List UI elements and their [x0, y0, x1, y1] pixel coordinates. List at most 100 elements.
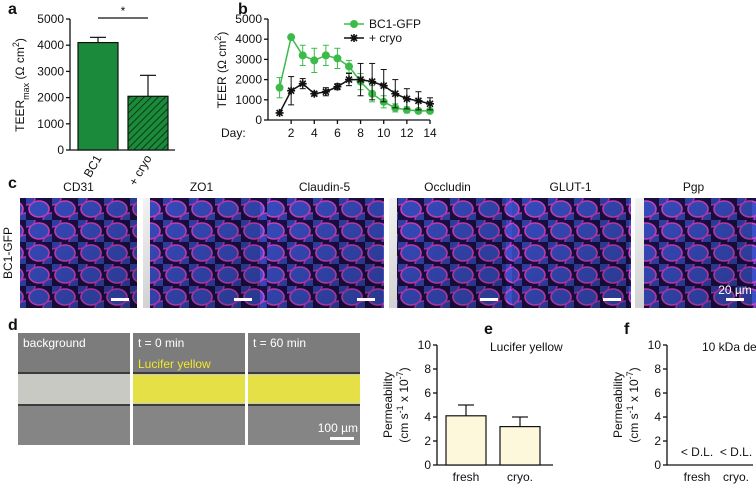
image-label: t = 60 min: [253, 336, 306, 350]
image-label: Pgp: [683, 180, 705, 194]
x-tick-label: fresh: [684, 470, 711, 484]
x-tick-label: fresh: [453, 470, 480, 484]
image-label: ZO1: [190, 180, 214, 194]
point: [310, 89, 319, 98]
dye-fill: [133, 375, 245, 403]
x-tick-label: 2: [288, 126, 295, 140]
y-tick-label: 4: [654, 410, 661, 424]
label-part: ): [215, 32, 229, 36]
y-tick-label: 6: [654, 386, 661, 400]
label-part: x 10: [397, 379, 411, 405]
micrograph-shade: [266, 198, 383, 308]
y-tick-label: 4000: [37, 38, 64, 52]
point: [333, 82, 342, 91]
error-bar: [90, 36, 106, 43]
point: [414, 106, 423, 115]
scale-bar-label: 20 µm: [718, 283, 752, 297]
panel-letter: e: [484, 321, 493, 338]
y-axis-label: (cm s-1 x 10-7): [395, 367, 411, 442]
scale-bar: [603, 298, 621, 301]
scale-bar: [480, 298, 498, 301]
x-tick-label: cryo.: [723, 470, 749, 484]
micrograph-shade: [635, 198, 752, 308]
bar: [127, 95, 169, 151]
y-axis-label: (cm s-1 x 10-7): [625, 367, 641, 442]
value-label: < D.L.: [681, 445, 713, 459]
scale-bar: [111, 298, 129, 301]
point: [321, 87, 330, 96]
panel-letter: f: [624, 321, 630, 338]
y-tick-label: 1000: [235, 93, 262, 107]
legend-label: + cryo: [369, 31, 402, 45]
label-part: 2: [213, 36, 223, 41]
y-axis-label: Permeability: [381, 372, 395, 438]
label-part: -7: [395, 371, 405, 379]
point: [275, 108, 284, 117]
label-part: x 10: [627, 379, 641, 405]
scale-bar: [726, 298, 744, 301]
y-tick-label: 2000: [235, 73, 262, 87]
dye-fill: [248, 375, 360, 403]
x-tick-label: + cryo: [126, 152, 155, 188]
label-part: ): [397, 367, 411, 371]
x-tick-label: 8: [357, 126, 364, 140]
micrograph-shade: [389, 198, 506, 308]
point: [333, 54, 342, 63]
point: [287, 86, 296, 95]
y-tick-label: 5000: [37, 12, 64, 26]
legend-marker: [350, 20, 358, 28]
micrograph-shade: [512, 198, 629, 308]
y-tick-label: 2: [654, 434, 661, 448]
x-tick-label: 4: [311, 126, 318, 140]
legend-label: BC1-GFP: [369, 17, 421, 31]
point: [402, 105, 411, 114]
point: [275, 83, 284, 92]
point: [414, 96, 423, 105]
label-part: (Ω cm: [13, 47, 27, 83]
x-tick-label: 6: [334, 126, 341, 140]
image-channel: [18, 373, 130, 405]
label-part: ): [627, 367, 641, 371]
error-bar: [140, 74, 156, 97]
x-tick-label: 12: [400, 126, 414, 140]
image-label: GLUT-1: [549, 180, 591, 194]
y-tick-label: 1000: [37, 117, 64, 131]
point: [402, 94, 411, 103]
x-tick-label: BC1: [81, 152, 105, 179]
y-tick-label: 3000: [235, 52, 262, 66]
label-part: TEER: [13, 100, 27, 132]
image-label: Occludin: [424, 180, 471, 194]
label-part: (cm s: [627, 413, 641, 442]
image-label: Claudin-5: [299, 180, 351, 194]
micrograph-shade: [143, 198, 260, 308]
x-tick-label: 10: [377, 126, 391, 140]
row-label: BC1-GFP: [1, 227, 15, 279]
y-tick-label: 0: [424, 458, 431, 472]
panel-letter: a: [8, 1, 17, 18]
dye-label: Lucifer yellow: [138, 357, 211, 371]
scale-bar-label: 100 µm: [318, 421, 358, 435]
value-label: < D.L.: [720, 445, 752, 459]
bar: [77, 41, 119, 151]
point: [298, 51, 307, 60]
y-tick-label: 3000: [37, 64, 64, 78]
panel-letter: b: [238, 1, 248, 18]
image-label: CD31: [63, 180, 94, 194]
point: [321, 51, 330, 60]
point: [391, 89, 400, 98]
y-tick-label: 8: [424, 362, 431, 376]
y-tick-label: 4: [424, 410, 431, 424]
image-top: [133, 333, 245, 373]
y-tick-label: 10: [648, 338, 662, 352]
point: [379, 81, 388, 90]
point: [368, 77, 377, 86]
point: [356, 75, 365, 84]
image-top: [18, 333, 130, 373]
y-tick-label: 6: [424, 386, 431, 400]
micrograph-shade: [20, 198, 137, 308]
label-part: 2: [11, 42, 21, 47]
label-part: -1: [625, 405, 635, 413]
chart-title: 10 kDa dextran: [702, 340, 756, 354]
y-tick-label: 0: [57, 143, 64, 157]
